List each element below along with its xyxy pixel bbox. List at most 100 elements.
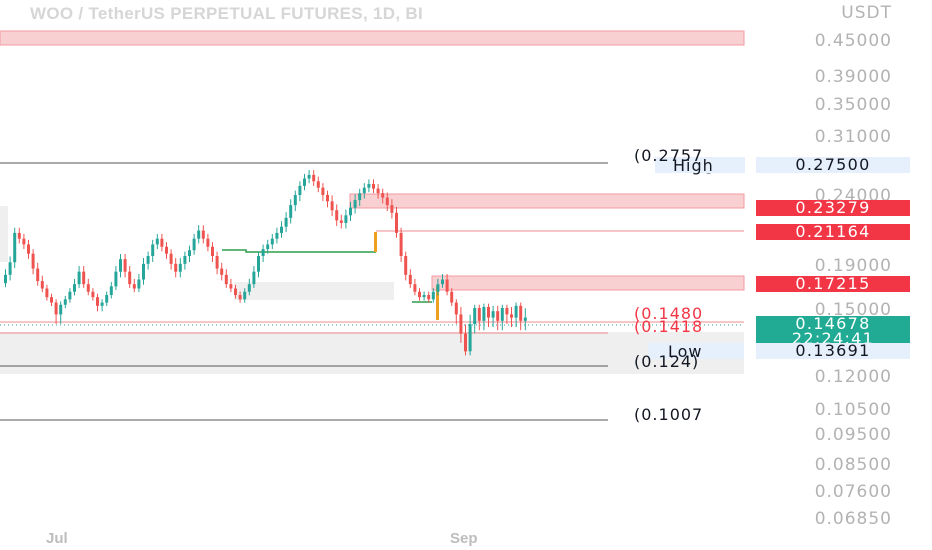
candle-body [505,308,509,315]
resistance-zone-2 [431,275,745,291]
candle-body [252,271,256,285]
candle-body [234,288,237,295]
top-resistance-zone [0,30,745,46]
resistance-zone-1 [349,193,745,209]
candle-body [4,274,7,284]
candle-body [459,314,463,334]
candle-body [349,207,352,216]
candle-body [220,268,224,275]
candle-body [31,253,35,269]
candle-body [178,263,182,272]
fib-label-0: (0.2757 [634,146,704,165]
candle-countdown: 22:24:41 [791,329,875,348]
candle-body [293,195,297,206]
y-tick-12: 0.10500 [814,400,892,420]
candle-body [477,308,481,321]
high-label-box [655,157,745,173]
candle-body [261,249,265,256]
candle-body [119,259,122,272]
y-tick-13: 0.09500 [814,425,892,445]
orange-marker-2 [436,286,439,320]
candle-body [192,238,196,251]
price-badge-3: 0.17215 [756,276,910,292]
grey-zone-mid [234,282,394,300]
candle-body [142,263,145,280]
y-tick-7: 0.19000 [814,256,892,276]
candle-body [183,256,187,264]
candle-body [358,193,362,201]
candle-body [390,205,394,213]
candle-body [114,271,118,287]
candle-body [280,226,283,233]
candle-body [519,305,523,321]
candle-body [454,302,458,315]
candle-body [201,230,205,239]
candle-body [96,297,99,306]
candle-body [464,333,467,352]
candle-body [123,259,127,272]
last-price-value: 0.14678 [795,314,871,333]
candle-body [229,284,233,289]
candle-body [91,291,95,298]
candle-body [160,238,164,247]
candle-body [353,200,357,208]
candle-body [59,304,63,315]
candle-body [146,256,150,264]
candle-body [441,279,444,285]
low-label-text: Low [668,342,703,361]
candle-body [418,291,421,298]
fib-label-4: (0.1007 [634,405,704,424]
candle-body [408,274,412,285]
candle-body [450,291,454,303]
candle-body [63,299,67,305]
y-tick-16: 0.06850 [814,509,892,529]
candle-body [330,201,334,211]
candle-body [491,311,495,318]
candle-body [376,188,380,194]
candles-group [4,170,527,356]
candle-body [316,181,320,188]
candle-body [151,244,155,256]
candle-body [510,314,513,318]
fib-label-2: (0.1418 [634,317,704,336]
y-tick-14: 0.08500 [814,455,892,475]
candle-body [468,324,472,352]
candle-body [427,294,431,300]
candle-body [284,217,288,227]
candle-body [422,294,426,298]
y-tick-11: 0.12000 [814,367,892,387]
candle-body [500,308,504,321]
candle-body [109,286,113,295]
candle-body [385,197,389,206]
high-badge: High 0.27500 [685,157,910,173]
candle-body [174,263,178,272]
candle-body [54,302,58,315]
high-label-text: High [673,156,714,175]
candle-body [496,311,500,321]
candle-body [399,232,403,256]
candle-body [431,291,435,300]
candle-body [307,174,311,179]
candle-body [445,279,449,292]
candle-body [22,238,26,245]
candle-body [321,187,325,195]
candle-body [335,210,339,221]
grey-zone-left [0,206,8,262]
candle-body [224,274,228,285]
chart-title: WOO / TetherUS PERPETUAL FUTURES, 1D, BI [30,4,423,23]
candle-body [36,268,40,282]
orange-marker-1 [374,232,377,252]
candle-body [482,306,486,321]
candle-body [303,178,306,186]
candle-body [238,294,242,300]
candle-body [100,302,104,306]
candle-body [270,238,274,245]
candle-body [50,297,53,303]
low-label-box [648,343,744,359]
candle-body [45,288,49,298]
candle-body [326,195,329,202]
y-tick-9: 0.15000 [814,300,892,320]
candle-body [8,262,12,275]
candle-body [344,215,348,223]
